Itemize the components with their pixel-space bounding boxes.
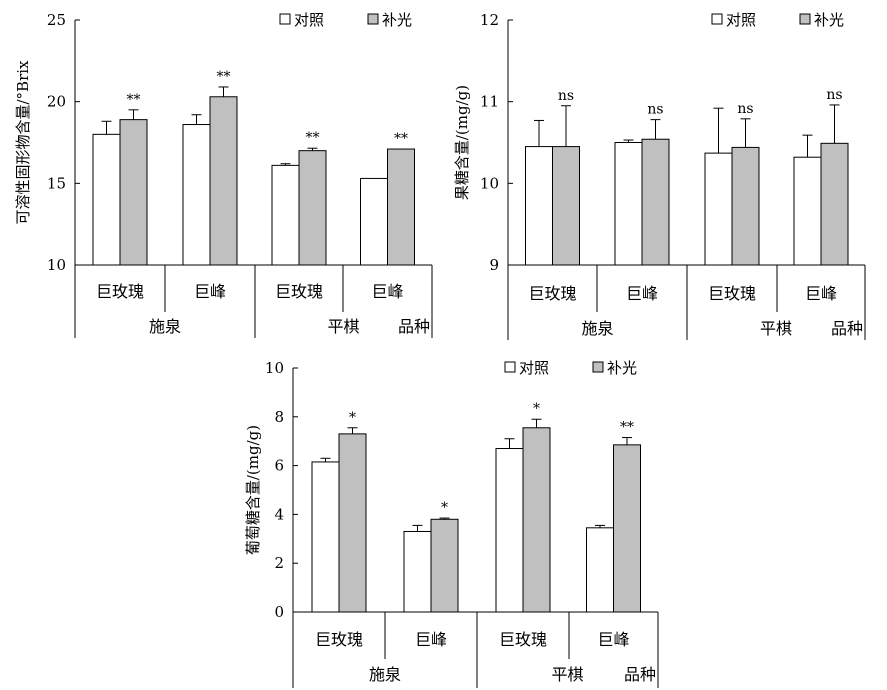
chart1-y-tick-label: 10 (47, 256, 66, 274)
chart1-y-tick-label: 25 (47, 11, 66, 29)
chart3-category-label: 巨玫瑰 (499, 630, 547, 649)
chart3-control-bar (495, 448, 524, 613)
chart2-significance-label: ns (647, 102, 663, 118)
chart2-group-label: 平棋 (760, 319, 792, 338)
chart1-category-label: 巨玫瑰 (96, 282, 144, 301)
chart2-category-label: 巨峰 (626, 284, 658, 303)
chart2-control-bar (793, 156, 822, 266)
chart2-significance-label: ns (558, 88, 574, 104)
chart1-treatment-bar (387, 148, 415, 266)
chart1-legend-swatch-treatment (367, 13, 379, 25)
chart1-control-bar (271, 164, 300, 266)
chart2-y-axis-label: 果糖含量/(mg/g) (453, 85, 471, 200)
chart1-legend-swatch-control (279, 13, 291, 25)
chart2-legend-swatch-treatment (799, 13, 811, 25)
chart1-group-label: 平棋 (327, 317, 359, 336)
chart1-y-tick-label: 15 (47, 174, 66, 192)
chart1-significance-label: ** (306, 130, 320, 146)
chart3-category-label: 巨玫瑰 (315, 630, 363, 649)
chart3-control-bar (586, 527, 614, 613)
chart3-y-axis-label: 葡萄糖含量/(mg/g) (244, 425, 262, 555)
chart2-control-bar (704, 152, 733, 266)
chart2-category-label: 巨玫瑰 (708, 284, 756, 303)
chart3-y-tick-label: 8 (274, 408, 284, 426)
chart2-y-tick-label: 12 (480, 11, 499, 29)
chart2-treatment-bar (731, 146, 760, 266)
chart3-group-label: 施泉 (369, 665, 401, 684)
chart3-treatment-bar (338, 433, 367, 613)
chart1-y-tick-label: 20 (47, 93, 66, 111)
chart1-legend-label-control: 对照 (294, 11, 324, 29)
chart3-treatment-bar (430, 518, 459, 613)
chart1-treatment-bar (298, 150, 327, 266)
chart2-group-label: 施泉 (581, 319, 613, 338)
chart3-significance-label: * (533, 401, 540, 417)
chart3-treatment-bar (613, 444, 641, 613)
chart3-control-bar (311, 461, 340, 613)
chart3-significance-label: * (441, 500, 448, 516)
chart3-group-label: 平棋 (551, 665, 583, 684)
chart2-treatment-bar (552, 146, 580, 266)
chart3-y-tick-label: 2 (274, 554, 284, 572)
chart3-control-bar (403, 530, 432, 613)
chart3-y-tick-label: 0 (274, 603, 284, 621)
chart3-y-tick-label: 4 (274, 505, 284, 523)
chart2-significance-label: ns (737, 101, 753, 117)
chart3-legend-label-control: 对照 (519, 359, 549, 377)
chart2-y-tick-label: 9 (489, 256, 499, 274)
chart3-category-label: 巨峰 (415, 630, 447, 649)
chart1-significance-label: ** (394, 131, 408, 147)
chart3-significance-label: ** (620, 420, 634, 436)
chart1-category-label: 巨峰 (194, 282, 226, 301)
chart3-y-tick-label: 10 (265, 359, 284, 377)
chart2-legend-swatch-control (711, 13, 723, 25)
chart2-y-tick-label: 10 (480, 174, 499, 192)
chart1-control-bar (182, 124, 211, 266)
chart1-category-axis-title: 品种 (398, 317, 430, 336)
chart2-treatment-bar (641, 138, 670, 266)
chart3-legend-swatch-control (504, 361, 516, 373)
chart1-group-label: 施泉 (149, 317, 181, 336)
chart3-treatment-bar (522, 427, 551, 613)
chart1-significance-label: ** (127, 92, 141, 108)
chart3-legend-label-treatment: 补光 (607, 359, 637, 377)
chart1-treatment-bar (209, 96, 238, 266)
chart3-legend-swatch-treatment (592, 361, 604, 373)
chart2-significance-label: ns (826, 87, 842, 103)
chart3-category-label: 巨峰 (597, 630, 629, 649)
chart1-y-axis-label: 可溶性固形物含量/°Brix (14, 60, 32, 225)
chart2-category-axis-title: 品种 (831, 319, 863, 338)
chart3-y-tick-label: 6 (274, 457, 284, 475)
chart2-category-label: 巨玫瑰 (528, 284, 576, 303)
chart2-treatment-bar (820, 142, 849, 266)
chart2-control-bar (614, 142, 643, 266)
chart1-category-label: 巨峰 (371, 282, 403, 301)
chart3-category-axis-title: 品种 (624, 665, 656, 684)
chart2-control-bar (525, 146, 553, 266)
chart3-significance-label: * (349, 410, 356, 426)
chart2-category-label: 巨峰 (805, 284, 837, 303)
chart1-significance-label: ** (217, 69, 231, 85)
chart1-legend-label-treatment: 补光 (382, 11, 412, 29)
chart2-legend-label-treatment: 补光 (814, 11, 844, 29)
chart2-legend-label-control: 对照 (726, 11, 756, 29)
chart2-y-tick-label: 11 (480, 93, 499, 111)
chart1-control-bar (92, 133, 121, 266)
chart1-treatment-bar (119, 119, 148, 266)
chart1-control-bar (360, 177, 388, 266)
chart1-category-label: 巨玫瑰 (275, 282, 323, 301)
